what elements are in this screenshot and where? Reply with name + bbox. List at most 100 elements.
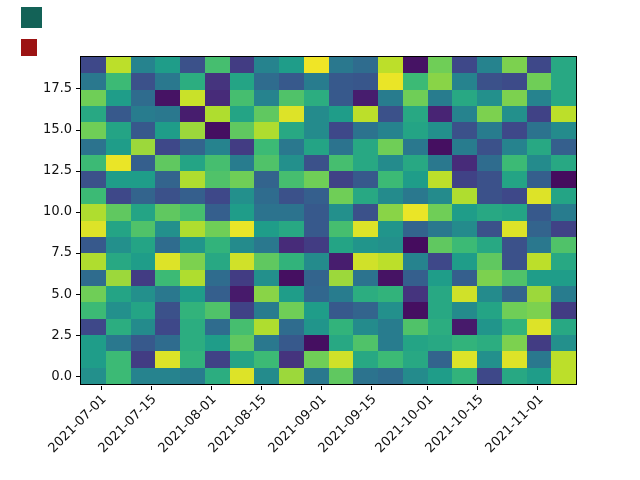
heatmap-cell <box>353 318 378 335</box>
heatmap-cell <box>204 106 230 123</box>
heatmap-cell <box>452 106 477 123</box>
heatmap-cell <box>254 122 279 139</box>
heatmap-cell <box>180 187 205 205</box>
heatmap-cell <box>303 367 329 384</box>
heatmap-cell <box>105 73 131 90</box>
heatmap-cell <box>254 187 279 205</box>
heatmap-cell <box>501 220 527 237</box>
heatmap-cell <box>452 269 477 286</box>
heatmap-cell <box>501 302 527 319</box>
heatmap-cell <box>130 220 156 237</box>
heatmap-cell <box>303 57 329 74</box>
heatmap-cell <box>130 89 156 107</box>
heatmap-cell <box>353 73 378 90</box>
y-tick-label: 2.5 <box>51 327 72 343</box>
heatmap-cell <box>378 171 403 188</box>
x-tick-mark <box>427 386 429 390</box>
heatmap-cell <box>328 253 354 270</box>
heatmap-cell <box>452 89 477 107</box>
heatmap-cell <box>378 138 403 156</box>
heatmap-cell <box>105 253 131 270</box>
heatmap-cell <box>279 351 304 368</box>
heatmap-cell <box>180 89 205 107</box>
heatmap-cell <box>105 236 131 254</box>
heatmap-cell <box>279 73 304 90</box>
heatmap-cell <box>155 367 180 384</box>
heatmap-cell <box>353 236 378 254</box>
heatmap-cell <box>81 187 106 205</box>
heatmap-cell <box>526 155 552 172</box>
heatmap-cell <box>130 106 156 123</box>
y-tick-label: 12.5 <box>43 163 72 179</box>
heatmap-cell <box>427 334 453 352</box>
heatmap-cell <box>427 367 453 384</box>
y-tick-mark <box>76 129 80 131</box>
heatmap-cell <box>279 106 304 123</box>
heatmap-cell <box>477 73 502 90</box>
heatmap-cell <box>204 269 230 286</box>
heatmap-cell <box>303 187 329 205</box>
heatmap-cell <box>279 220 304 237</box>
heatmap-cell <box>477 155 502 172</box>
heatmap-cell <box>427 302 453 319</box>
heatmap-cell <box>105 89 131 107</box>
heatmap-cell <box>155 122 180 139</box>
heatmap-cell <box>279 334 304 352</box>
heatmap-cell <box>378 122 403 139</box>
heatmap-cell <box>155 73 180 90</box>
heatmap-cell <box>279 318 304 335</box>
y-tick-mark <box>76 294 80 296</box>
heatmap-cell <box>501 89 527 107</box>
heatmap-cell <box>402 89 428 107</box>
heatmap-cell <box>378 334 403 352</box>
heatmap-cell <box>427 351 453 368</box>
heatmap-cell <box>204 302 230 319</box>
heatmap-cell <box>155 269 180 286</box>
heatmap-cell <box>328 122 354 139</box>
heatmap-cell <box>551 253 576 270</box>
heatmap-cell <box>279 57 304 74</box>
y-tick-label: 15.0 <box>43 122 72 138</box>
heatmap-grid <box>81 57 576 384</box>
heatmap-cell <box>551 155 576 172</box>
heatmap-cell <box>105 106 131 123</box>
heatmap-cell <box>155 253 180 270</box>
heatmap-cell <box>526 220 552 237</box>
heatmap-cell <box>402 302 428 319</box>
heatmap-cell <box>105 220 131 237</box>
heatmap-cell <box>477 187 502 205</box>
heatmap-cell <box>328 57 354 74</box>
heatmap-cell <box>402 57 428 74</box>
heatmap-cell <box>427 73 453 90</box>
heatmap-cell <box>204 57 230 74</box>
heatmap-cell <box>551 171 576 188</box>
heatmap-cell <box>477 334 502 352</box>
heatmap-cell <box>551 122 576 139</box>
heatmap-cell <box>81 302 106 319</box>
heatmap-cell <box>477 89 502 107</box>
heatmap-cell <box>551 106 576 123</box>
heatmap-cell <box>279 187 304 205</box>
heatmap-cell <box>378 57 403 74</box>
heatmap-cell <box>501 155 527 172</box>
heatmap-cell <box>155 318 180 335</box>
x-tick-mark <box>210 386 212 390</box>
heatmap-cell <box>180 155 205 172</box>
heatmap-cell <box>452 236 477 254</box>
heatmap-cell <box>353 285 378 303</box>
heatmap-cell <box>427 171 453 188</box>
heatmap-cell <box>526 367 552 384</box>
heatmap-cell <box>526 236 552 254</box>
heatmap-cell <box>551 236 576 254</box>
heatmap-cell <box>402 155 428 172</box>
heatmap-cell <box>81 171 106 188</box>
heatmap-cell <box>303 73 329 90</box>
heatmap-cell <box>303 138 329 156</box>
heatmap-cell <box>328 171 354 188</box>
heatmap-cell <box>477 220 502 237</box>
heatmap-cell <box>427 318 453 335</box>
heatmap-cell <box>180 253 205 270</box>
heatmap-cell <box>155 138 180 156</box>
heatmap-cell <box>254 367 279 384</box>
heatmap-cell <box>229 302 255 319</box>
